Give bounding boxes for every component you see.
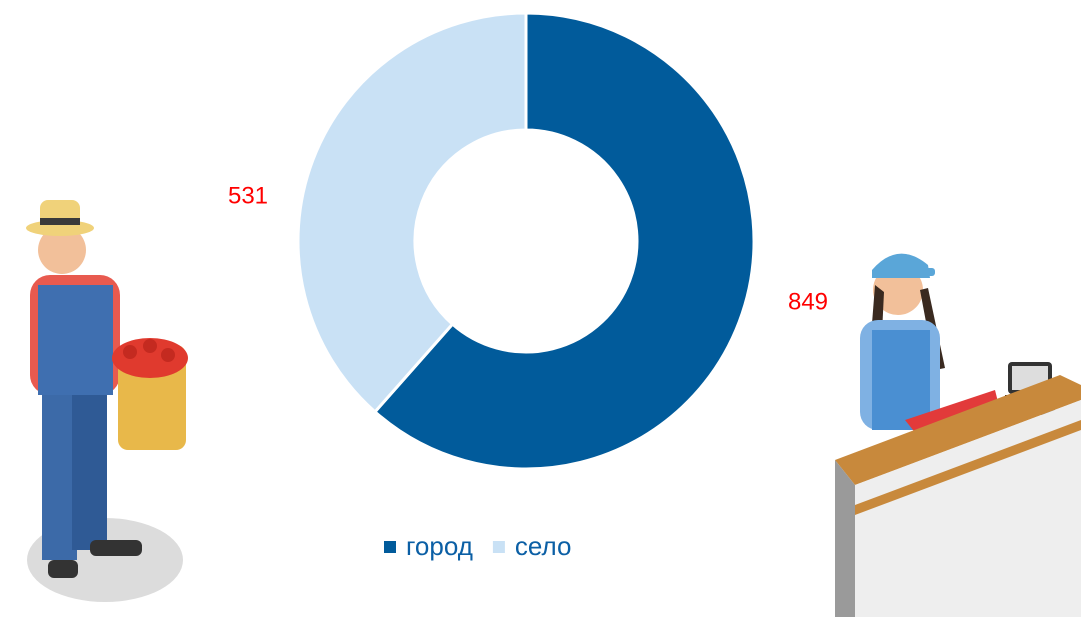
legend-label: село	[515, 531, 572, 561]
legend-marker	[384, 541, 396, 553]
data-label: 849	[788, 288, 828, 315]
donut: 849 531	[228, 13, 828, 469]
legend: город село	[384, 531, 571, 561]
data-label: 531	[228, 182, 268, 209]
legend-marker	[493, 541, 505, 553]
legend-label: город	[406, 531, 473, 561]
farmer-illustration	[26, 200, 188, 602]
cashier-illustration	[835, 254, 1081, 617]
chart: 849 531 город село	[0, 0, 1081, 617]
